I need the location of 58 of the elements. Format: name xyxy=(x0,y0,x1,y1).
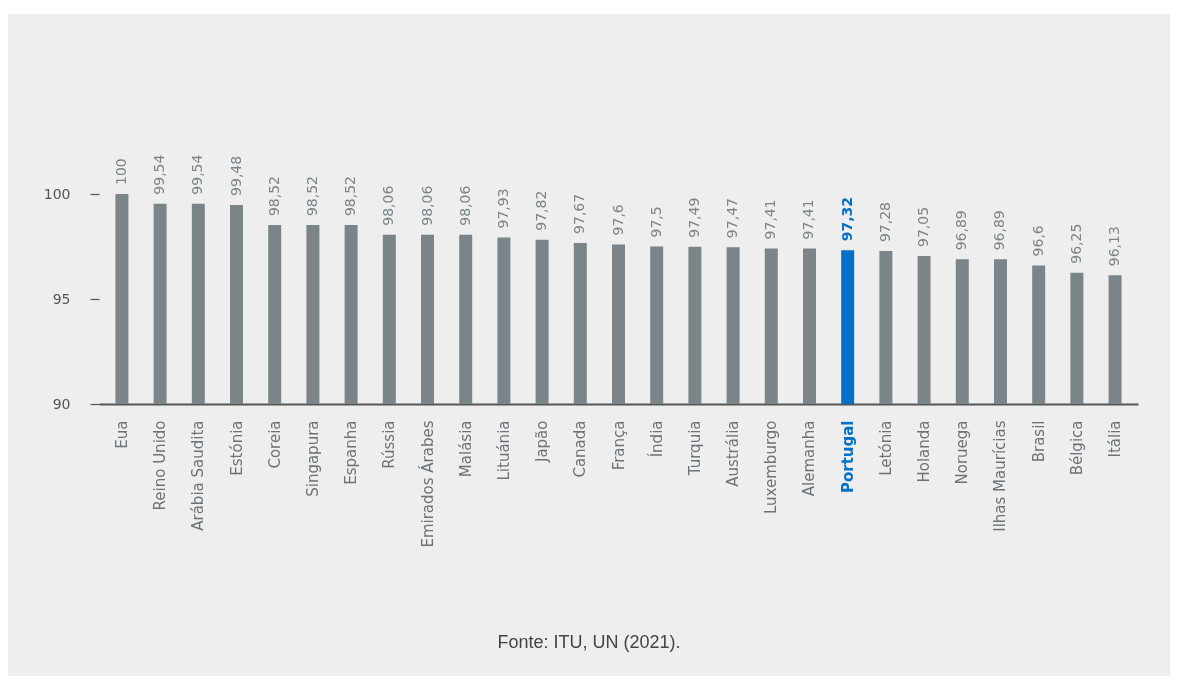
data-label: 96,6 xyxy=(1029,225,1046,257)
data-label: 96,13 xyxy=(1106,226,1123,267)
x-tick-label: Arábia Saudita xyxy=(189,420,208,531)
data-label: 98,52 xyxy=(342,175,359,217)
x-tick-label: Reino Unido xyxy=(151,420,170,511)
x-tick-label: Estónia xyxy=(227,420,246,476)
x-tick-label: Noruega xyxy=(953,420,972,485)
x-tick-label: Coreia xyxy=(265,420,284,469)
data-label: 96,89 xyxy=(953,210,970,251)
x-tick-label: Brasil xyxy=(1029,420,1048,463)
data-label: 97,32 xyxy=(838,196,855,242)
x-tick-label: Rússia xyxy=(380,420,399,469)
x-tick-label: Alemanha xyxy=(800,420,819,497)
x-tick-label: Malásia xyxy=(456,420,475,478)
data-label: 100 xyxy=(112,158,129,185)
x-tick-label: Espanha xyxy=(342,420,361,485)
y-tick-label: 100 xyxy=(43,185,71,202)
data-label: 96,25 xyxy=(1067,223,1084,264)
x-tick-label: Letónia xyxy=(876,420,895,476)
x-tick-label: Índia xyxy=(646,420,666,458)
x-tick-label: Turquia xyxy=(685,420,704,477)
x-tick-label: Singapura xyxy=(303,420,322,497)
data-label: 97,6 xyxy=(609,204,626,236)
data-label: 98,52 xyxy=(303,175,320,217)
data-label: 99,54 xyxy=(189,154,206,195)
x-tick-label: Holanda xyxy=(915,420,934,483)
data-label: 96,89 xyxy=(991,210,1008,251)
data-label: 98,06 xyxy=(456,185,473,226)
x-tick-label: Luxemburgo xyxy=(762,420,781,514)
x-tick-label: Bélgica xyxy=(1067,420,1086,476)
data-label: 97,41 xyxy=(800,199,817,240)
data-label: 97,67 xyxy=(571,193,588,234)
x-tick-label: Lituánia xyxy=(494,420,513,481)
y-tick-label: 90 xyxy=(52,395,71,412)
x-tick-label: Ilhas Maurícias xyxy=(991,420,1010,532)
data-label: 97,49 xyxy=(685,197,702,238)
y-tick-label: 95 xyxy=(52,290,71,307)
x-tick-label: Canada xyxy=(571,420,590,478)
data-label: 97,47 xyxy=(724,198,741,239)
data-label: 99,48 xyxy=(227,155,244,196)
data-label: 97,5 xyxy=(647,206,664,238)
x-tick-label: Emirados Árabes xyxy=(417,420,437,548)
data-label: 98,06 xyxy=(380,185,397,226)
x-tick-label: Eua xyxy=(112,420,131,449)
data-label: 98,06 xyxy=(418,185,435,226)
data-label: 97,28 xyxy=(876,202,893,243)
source-note: Fonte: ITU, UN (2021). xyxy=(497,632,681,653)
data-label: 97,05 xyxy=(915,206,932,247)
x-tick-label: Japão xyxy=(533,420,552,464)
data-label: 97,93 xyxy=(494,188,511,229)
x-tick-label: Itália xyxy=(1106,420,1125,458)
x-tick-label: França xyxy=(609,420,628,471)
x-tick-label: Austrália xyxy=(724,420,743,487)
data-label: 98,52 xyxy=(265,175,282,217)
data-label: 97,82 xyxy=(533,190,550,231)
data-label: 99,54 xyxy=(151,154,168,195)
x-tick-label: Portugal xyxy=(838,420,857,494)
data-label: 97,41 xyxy=(762,199,779,240)
